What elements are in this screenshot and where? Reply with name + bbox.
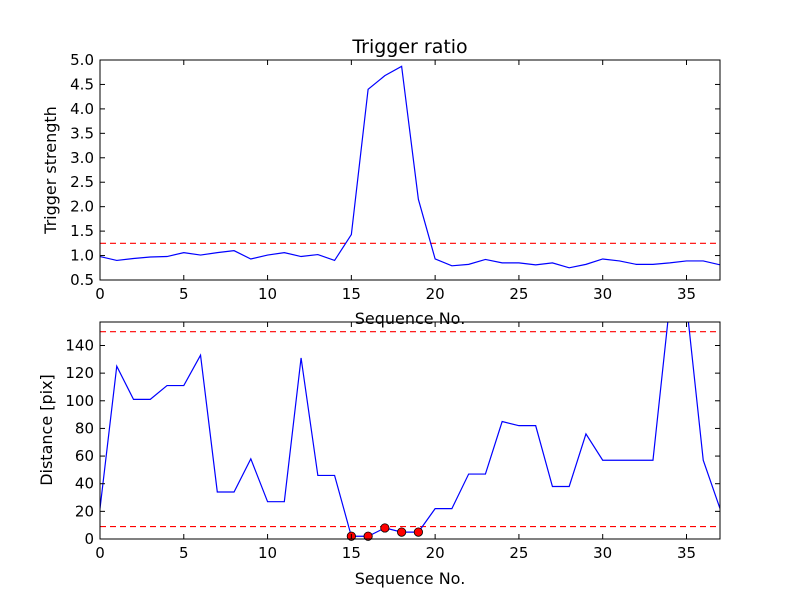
top-x-tick-label: 5 <box>179 285 189 303</box>
bottom-series-line-0 <box>100 322 720 537</box>
top-y-tick-label: 2.0 <box>70 198 94 216</box>
bottom-y-tick-label: 140 <box>65 336 94 354</box>
top-chart-title: Trigger ratio <box>351 36 467 58</box>
bottom-marker-point <box>397 527 407 537</box>
bottom-x-tick-label: 30 <box>593 544 612 562</box>
bottom-chart-ylabel: Distance [pix] <box>37 374 56 486</box>
bottom-x-tick-label: 35 <box>677 544 696 562</box>
top-y-tick-label: 1.0 <box>70 247 94 265</box>
bottom-y-tick-label: 40 <box>75 475 94 493</box>
top-y-tick-label: 5.0 <box>70 51 94 69</box>
top-x-tick-label: 15 <box>342 285 361 303</box>
top-axes-frame <box>99 59 721 281</box>
bottom-y-tick-label: 20 <box>75 502 94 520</box>
top-x-tick-label: 20 <box>426 285 445 303</box>
bottom-x-tick-label: 25 <box>509 544 528 562</box>
top-chart-ylabel: Trigger strength <box>41 106 60 235</box>
distance-chart: Sequence No. Distance [pix] 0 5 10 15 20 25 30… <box>37 321 721 588</box>
top-series-line-0 <box>100 65 720 269</box>
top-x-tick-label: 0 <box>95 285 105 303</box>
top-y-tick-label: 3.5 <box>70 124 94 142</box>
bottom-y-tick-label: 120 <box>65 364 94 382</box>
top-x-tick-label: 35 <box>677 285 696 303</box>
top-chart-xlabel: Sequence No. <box>355 309 466 328</box>
bottom-x-tick-label: 10 <box>258 544 277 562</box>
top-x-tick-label: 10 <box>258 285 277 303</box>
top-y-tick-label: 2.5 <box>70 173 94 191</box>
bottom-chart-xlabel: Sequence No. <box>355 569 466 588</box>
top-y-tick-label: 4.5 <box>70 75 94 93</box>
top-y-tick-label: 3.0 <box>70 149 94 167</box>
bottom-plot-area <box>100 322 720 537</box>
bottom-marker-point <box>363 531 373 541</box>
bottom-y-tick-label: 0 <box>84 530 94 548</box>
bottom-x-tick-label: 15 <box>342 544 361 562</box>
bottom-axes-frame <box>99 321 721 540</box>
bottom-y-tick-label: 80 <box>75 419 94 437</box>
bottom-marker-point <box>380 523 390 533</box>
trigger-ratio-chart: Trigger ratio Sequence No. Trigger stren… <box>41 36 721 328</box>
bottom-x-tick-label: 20 <box>426 544 445 562</box>
bottom-x-tick-label: 5 <box>179 544 189 562</box>
top-plot-area <box>100 65 720 269</box>
top-x-tick-label: 30 <box>593 285 612 303</box>
bottom-y-tick-label: 60 <box>75 447 94 465</box>
bottom-marker-point <box>413 527 423 537</box>
bottom-y-tick-label: 100 <box>65 392 94 410</box>
top-y-tick-label: 4.0 <box>70 100 94 118</box>
top-y-tick-label: 0.5 <box>70 271 94 289</box>
top-y-tick-label: 1.5 <box>70 222 94 240</box>
bottom-x-tick-label: 0 <box>95 544 105 562</box>
top-x-tick-label: 25 <box>509 285 528 303</box>
